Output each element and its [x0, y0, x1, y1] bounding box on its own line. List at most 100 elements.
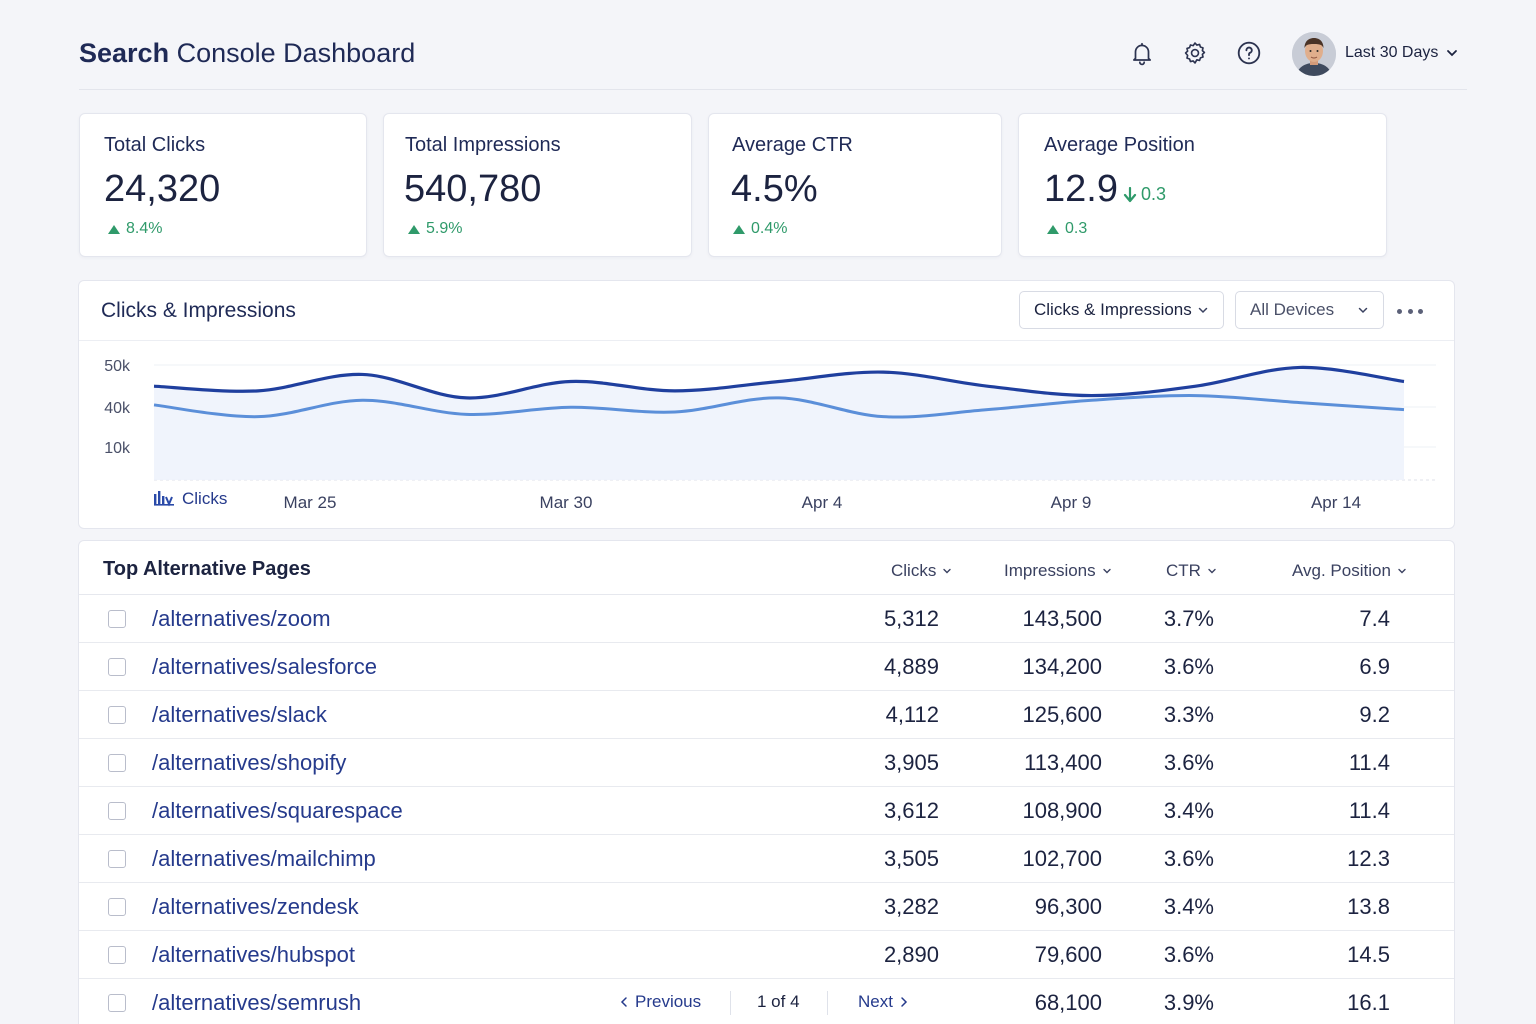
- line-chart: 50k 40k 10k Mar 25 Mar 30 Apr 4 Apr 9 Apr 14 C…: [104, 358, 1436, 512]
- page-url-link[interactable]: /alternatives/mailchimp: [152, 846, 376, 871]
- cell-clicks: 3,612: [883, 798, 939, 823]
- header-bar: Search Console Dashboard Last 30 Days: [79, 28, 1467, 90]
- date-range-dropdown[interactable]: Last 30 Days: [1345, 40, 1458, 66]
- cell-impressions: 113,400: [1024, 750, 1102, 775]
- kpi-average-position: Average Position 12.9 0.3 0.3: [1018, 113, 1387, 257]
- bar-chart-icon: [154, 491, 174, 507]
- cell-position: 7.4: [1359, 606, 1390, 631]
- kpi-delta: 0.4%: [733, 220, 787, 238]
- arrow-up-icon: [408, 224, 420, 234]
- page-title: Search Console Dashboard: [79, 38, 416, 68]
- chevron-right-icon: [901, 997, 908, 1007]
- device-select[interactable]: All Devices: [1235, 291, 1384, 329]
- kpi-label: Average Position: [1044, 134, 1195, 156]
- page-url-link[interactable]: /alternatives/zendesk: [152, 894, 359, 919]
- kpi-delta: 5.9%: [408, 220, 462, 238]
- cell-ctr: 3.6%: [1163, 846, 1214, 871]
- cell-position: 16.1: [1347, 990, 1390, 1015]
- table-row[interactable]: /alternatives/zendesk 3,282 96,300 3.4% …: [79, 883, 1454, 931]
- kpi-value: 12.9: [1044, 168, 1118, 210]
- row-checkbox[interactable]: [108, 994, 126, 1012]
- pagination-divider: [730, 991, 731, 1015]
- table-row[interactable]: /alternatives/mailchimp 3,505 102,700 3.…: [79, 835, 1454, 883]
- arrow-up-icon: [1047, 224, 1059, 234]
- chevron-down-icon: [1446, 47, 1458, 59]
- chart-area-fill: [154, 367, 1404, 480]
- row-checkbox[interactable]: [108, 610, 126, 628]
- cell-ctr: 3.6%: [1163, 750, 1214, 775]
- gear-icon[interactable]: [1182, 40, 1208, 66]
- page-url-link[interactable]: /alternatives/salesforce: [152, 654, 377, 679]
- cell-ctr: 3.7%: [1163, 606, 1214, 631]
- row-checkbox[interactable]: [108, 658, 126, 676]
- page-url-link[interactable]: /alternatives/slack: [152, 702, 327, 727]
- help-icon[interactable]: [1236, 40, 1262, 66]
- row-checkbox[interactable]: [108, 946, 126, 964]
- arrow-down-icon: [1123, 186, 1137, 202]
- table-row[interactable]: /alternatives/semrush Previous 1 of 4 Ne…: [79, 979, 1454, 1024]
- cell-ctr: 3.4%: [1163, 798, 1214, 823]
- chevron-down-icon: [1197, 304, 1209, 316]
- column-header-impressions[interactable]: Impressions: [1004, 561, 1112, 581]
- kpi-total-clicks: Total Clicks 24,320 8.4%: [79, 113, 367, 257]
- pagination-next[interactable]: Next: [858, 992, 909, 1012]
- y-tick-label: 10k: [104, 440, 131, 457]
- table-row[interactable]: /alternatives/hubspot 2,890 79,600 3.6% …: [79, 931, 1454, 979]
- bell-icon[interactable]: [1129, 40, 1155, 66]
- table-row[interactable]: /alternatives/salesforce 4,889 134,200 3…: [79, 643, 1454, 691]
- column-header-clicks[interactable]: Clicks: [891, 561, 952, 581]
- table-row[interactable]: /alternatives/zoom 5,312 143,500 3.7% 7.…: [79, 595, 1454, 643]
- chart-title: Clicks & Impressions: [101, 299, 296, 322]
- table-row[interactable]: /alternatives/slack 4,112 125,600 3.3% 9…: [79, 691, 1454, 739]
- arrow-up-icon: [733, 224, 745, 234]
- kpi-label: Average CTR: [732, 134, 853, 156]
- cell-position: 11.4: [1348, 750, 1390, 775]
- cell-impressions: 125,600: [1022, 702, 1102, 727]
- page-url-link[interactable]: /alternatives/shopify: [152, 750, 347, 775]
- kpi-inline-delta: 0.3: [1123, 184, 1166, 205]
- kpi-delta: 8.4%: [108, 220, 162, 238]
- x-tick-label: Mar 30: [540, 493, 593, 512]
- cell-ctr: 3.3%: [1163, 702, 1214, 727]
- kpi-average-ctr: Average CTR 4.5% 0.4%: [708, 113, 1002, 257]
- page-url-link[interactable]: /alternatives/hubspot: [152, 942, 356, 967]
- cell-ctr: 3.9%: [1163, 990, 1214, 1015]
- page-url-link[interactable]: /alternatives/zoom: [152, 606, 331, 631]
- cell-clicks: 3,282: [883, 894, 939, 919]
- table-row[interactable]: /alternatives/squarespace 3,612 108,900 …: [79, 787, 1454, 835]
- cell-clicks: 4,889: [883, 654, 939, 679]
- avatar[interactable]: [1292, 32, 1336, 76]
- x-tick-label: Mar 25: [284, 493, 337, 512]
- chevron-down-icon: [1207, 566, 1217, 576]
- kpi-label: Total Clicks: [104, 134, 206, 156]
- cell-position: 11.4: [1348, 798, 1390, 823]
- table-row[interactable]: /alternatives/shopify 3,905 113,400 3.6%…: [79, 739, 1454, 787]
- column-header-avg-position[interactable]: Avg. Position: [1292, 561, 1407, 581]
- cell-position: 13.8: [1347, 894, 1390, 919]
- cell-impressions: 79,600: [1034, 942, 1102, 967]
- page-url-link[interactable]: /alternatives/semrush: [152, 990, 362, 1015]
- pagination-page-indicator: 1 of 4: [757, 992, 800, 1011]
- kpi-delta: 0.3: [1047, 220, 1087, 238]
- cell-ctr: 3.4%: [1163, 894, 1214, 919]
- more-options-icon[interactable]: [1397, 301, 1423, 321]
- row-checkbox[interactable]: [108, 706, 126, 724]
- row-checkbox[interactable]: [108, 802, 126, 820]
- column-header-ctr[interactable]: CTR: [1166, 561, 1217, 581]
- arrow-up-icon: [108, 224, 120, 234]
- chart-legend[interactable]: Clicks: [154, 489, 227, 508]
- pagination-previous[interactable]: Previous: [619, 992, 701, 1012]
- cell-clicks: 3,505: [883, 846, 939, 871]
- chevron-down-icon: [1397, 566, 1407, 576]
- x-tick-label: Apr 4: [802, 493, 843, 512]
- row-checkbox[interactable]: [108, 754, 126, 772]
- pages-table: Top Alternative Pages Clicks Impressions…: [78, 540, 1455, 1024]
- page-url-link[interactable]: /alternatives/squarespace: [152, 798, 403, 823]
- metric-select[interactable]: Clicks & Impressions: [1019, 291, 1224, 329]
- table-title: Top Alternative Pages: [103, 558, 311, 580]
- cell-impressions: 134,200: [1022, 654, 1102, 679]
- chart-panel: Clicks & Impressions Clicks & Impression…: [78, 280, 1455, 529]
- row-checkbox[interactable]: [108, 850, 126, 868]
- pagination-divider: [827, 991, 828, 1015]
- row-checkbox[interactable]: [108, 898, 126, 916]
